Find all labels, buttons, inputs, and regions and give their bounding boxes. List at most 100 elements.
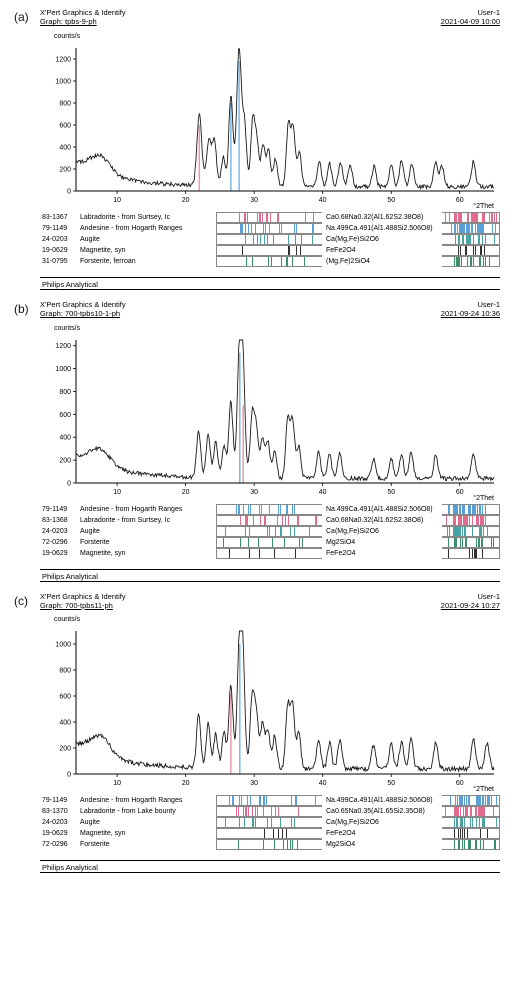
- phase-id: 83-1370: [40, 806, 80, 817]
- svg-text:0: 0: [67, 772, 71, 779]
- phase-tick-strip: [216, 839, 322, 850]
- panel-body: X'Pert Graphics & IdentifyGraph: tpbs-9-…: [38, 8, 502, 290]
- phase-formula: Ca0.65Na0.35(Al1.65Si2.35O8): [322, 806, 442, 817]
- svg-text:1200: 1200: [55, 343, 71, 350]
- software-title: X'Pert Graphics & Identify: [40, 300, 126, 309]
- phase-row: 83-1367Labradorite - from Surtsey, IcCa0…: [40, 212, 500, 223]
- phase-row: 79-1149Andesine - from Hogarth RangesNa.…: [40, 223, 500, 234]
- svg-text:0: 0: [67, 480, 71, 487]
- phase-table: 79-1149Andesine - from Hogarth RangesNa.…: [40, 795, 500, 850]
- xrd-panel: (c)X'Pert Graphics & IdentifyGraph: 700-…: [14, 592, 502, 874]
- phase-row: 72-0296Forsterite Mg2SiO4: [40, 537, 500, 548]
- panel-body: X'Pert Graphics & IdentifyGraph: 700-tpb…: [38, 300, 502, 582]
- phase-tick-strip: [442, 234, 500, 245]
- phase-tick-strip: [216, 526, 322, 537]
- user-label: User-1: [441, 300, 500, 309]
- svg-text:60: 60: [456, 489, 464, 496]
- chart-wrap: counts/s02004006008001000102030405060°2T…: [40, 616, 500, 793]
- phase-tick-strip: [442, 256, 500, 267]
- phase-tick-strip: [442, 537, 500, 548]
- svg-text:20: 20: [182, 780, 190, 787]
- phase-tick-strip: [216, 234, 322, 245]
- phase-name: Augite: [80, 526, 216, 537]
- phase-tick-strip: [216, 806, 322, 817]
- phase-formula: FeFe2O4: [322, 245, 442, 256]
- phase-name: Magnetite, syn: [80, 245, 216, 256]
- svg-text:20: 20: [182, 489, 190, 496]
- xrd-panel: (b)X'Pert Graphics & IdentifyGraph: 700-…: [14, 300, 502, 582]
- xrd-chart: 020040060080010001200102030405060: [40, 334, 500, 499]
- footer-text: Philips Analytical: [40, 277, 500, 290]
- phase-name: Forsterite, ferroan: [80, 256, 216, 267]
- svg-text:800: 800: [59, 668, 71, 675]
- phase-table: 79-1149Andesine - from Hogarth RangesNa.…: [40, 504, 500, 559]
- phase-formula: Mg2SiO4: [322, 537, 442, 548]
- user-label: User-1: [441, 8, 500, 17]
- y-axis-label: counts/s: [54, 616, 500, 623]
- phase-name: Forsterite: [80, 537, 216, 548]
- xrd-chart: 02004006008001000102030405060: [40, 625, 500, 790]
- y-axis-label: counts/s: [54, 33, 500, 40]
- phase-formula: Ca0.68Na0.32(Al1.62S2.38O8): [322, 515, 442, 526]
- svg-text:1200: 1200: [55, 56, 71, 63]
- phase-id: 83-1368: [40, 515, 80, 526]
- phase-row: 31-0795Forsterite, ferroan(Mg,Fe)2SiO4: [40, 256, 500, 267]
- phase-tick-strip: [216, 817, 322, 828]
- phase-name: Augite: [80, 234, 216, 245]
- svg-text:30: 30: [250, 489, 258, 496]
- phase-name: Forsterite: [80, 839, 216, 850]
- phase-name: Andesine - from Hogarth Ranges: [80, 504, 216, 515]
- phase-formula: FeFe2O4: [322, 828, 442, 839]
- phase-tick-strip: [442, 245, 500, 256]
- panel-header: X'Pert Graphics & IdentifyGraph: 700-tpb…: [38, 300, 502, 319]
- panel-header: X'Pert Graphics & IdentifyGraph: tpbs-9-…: [38, 8, 502, 27]
- footer-text: Philips Analytical: [40, 860, 500, 873]
- svg-text:1000: 1000: [55, 78, 71, 85]
- svg-text:600: 600: [59, 694, 71, 701]
- phase-formula: Ca(Mg,Fe)Si2O6: [322, 817, 442, 828]
- xrd-panel: (a)X'Pert Graphics & IdentifyGraph: tpbs…: [14, 8, 502, 290]
- svg-text:50: 50: [387, 780, 395, 787]
- panel-header: X'Pert Graphics & IdentifyGraph: 700-tpb…: [38, 592, 502, 611]
- phase-tick-strip: [442, 504, 500, 515]
- svg-text:40: 40: [319, 197, 327, 204]
- phase-id: 24-0203: [40, 526, 80, 537]
- svg-text:600: 600: [59, 411, 71, 418]
- phase-name: Augite: [80, 817, 216, 828]
- phase-id: 24-0203: [40, 234, 80, 245]
- phase-row: 83-1370Labradorite - from Lake bountyCa0…: [40, 806, 500, 817]
- phase-tick-strip: [442, 212, 500, 223]
- svg-text:40: 40: [319, 489, 327, 496]
- panel-body: X'Pert Graphics & IdentifyGraph: 700-tpb…: [38, 592, 502, 874]
- phase-tick-strip: [442, 795, 500, 806]
- phase-row: 19-0629Magnetite, synFeFe2O4: [40, 245, 500, 256]
- phase-id: 72-0296: [40, 839, 80, 850]
- phase-formula: Ca0.68Na0.32(Al1.62S2.38O8): [322, 212, 442, 223]
- phase-id: 79-1149: [40, 795, 80, 806]
- chart-wrap: counts/s02004006008001000120010203040506…: [40, 325, 500, 502]
- phase-name: Labradorite - from Surtsey, Ic: [80, 515, 216, 526]
- phase-row: 72-0296ForsteriteMg2SiO4: [40, 839, 500, 850]
- svg-text:60: 60: [456, 780, 464, 787]
- phase-tick-strip: [216, 548, 322, 559]
- phase-tick-strip: [216, 504, 322, 515]
- svg-text:1000: 1000: [55, 366, 71, 373]
- svg-text:20: 20: [182, 197, 190, 204]
- svg-text:400: 400: [59, 720, 71, 727]
- svg-text:400: 400: [59, 434, 71, 441]
- phase-formula: FeFe2O4: [322, 548, 442, 559]
- phase-id: 72-0296: [40, 537, 80, 548]
- phase-formula: Na.499Ca.491(Al1.488Si2.506O8): [322, 504, 442, 515]
- svg-text:10: 10: [113, 780, 121, 787]
- phase-tick-strip: [442, 828, 500, 839]
- phase-tick-strip: [216, 795, 322, 806]
- phase-id: 83-1367: [40, 212, 80, 223]
- user-label: User-1: [441, 592, 500, 601]
- phase-row: 83-1368Labradorite - from Surtsey, Ic Ca0…: [40, 515, 500, 526]
- phase-id: 31-0795: [40, 256, 80, 267]
- svg-text:200: 200: [59, 166, 71, 173]
- phase-row: 24-0203AugiteCa(Mg,Fe)Si2O6: [40, 234, 500, 245]
- phase-tick-strip: [442, 817, 500, 828]
- phase-tick-strip: [216, 256, 322, 267]
- svg-text:40: 40: [319, 780, 327, 787]
